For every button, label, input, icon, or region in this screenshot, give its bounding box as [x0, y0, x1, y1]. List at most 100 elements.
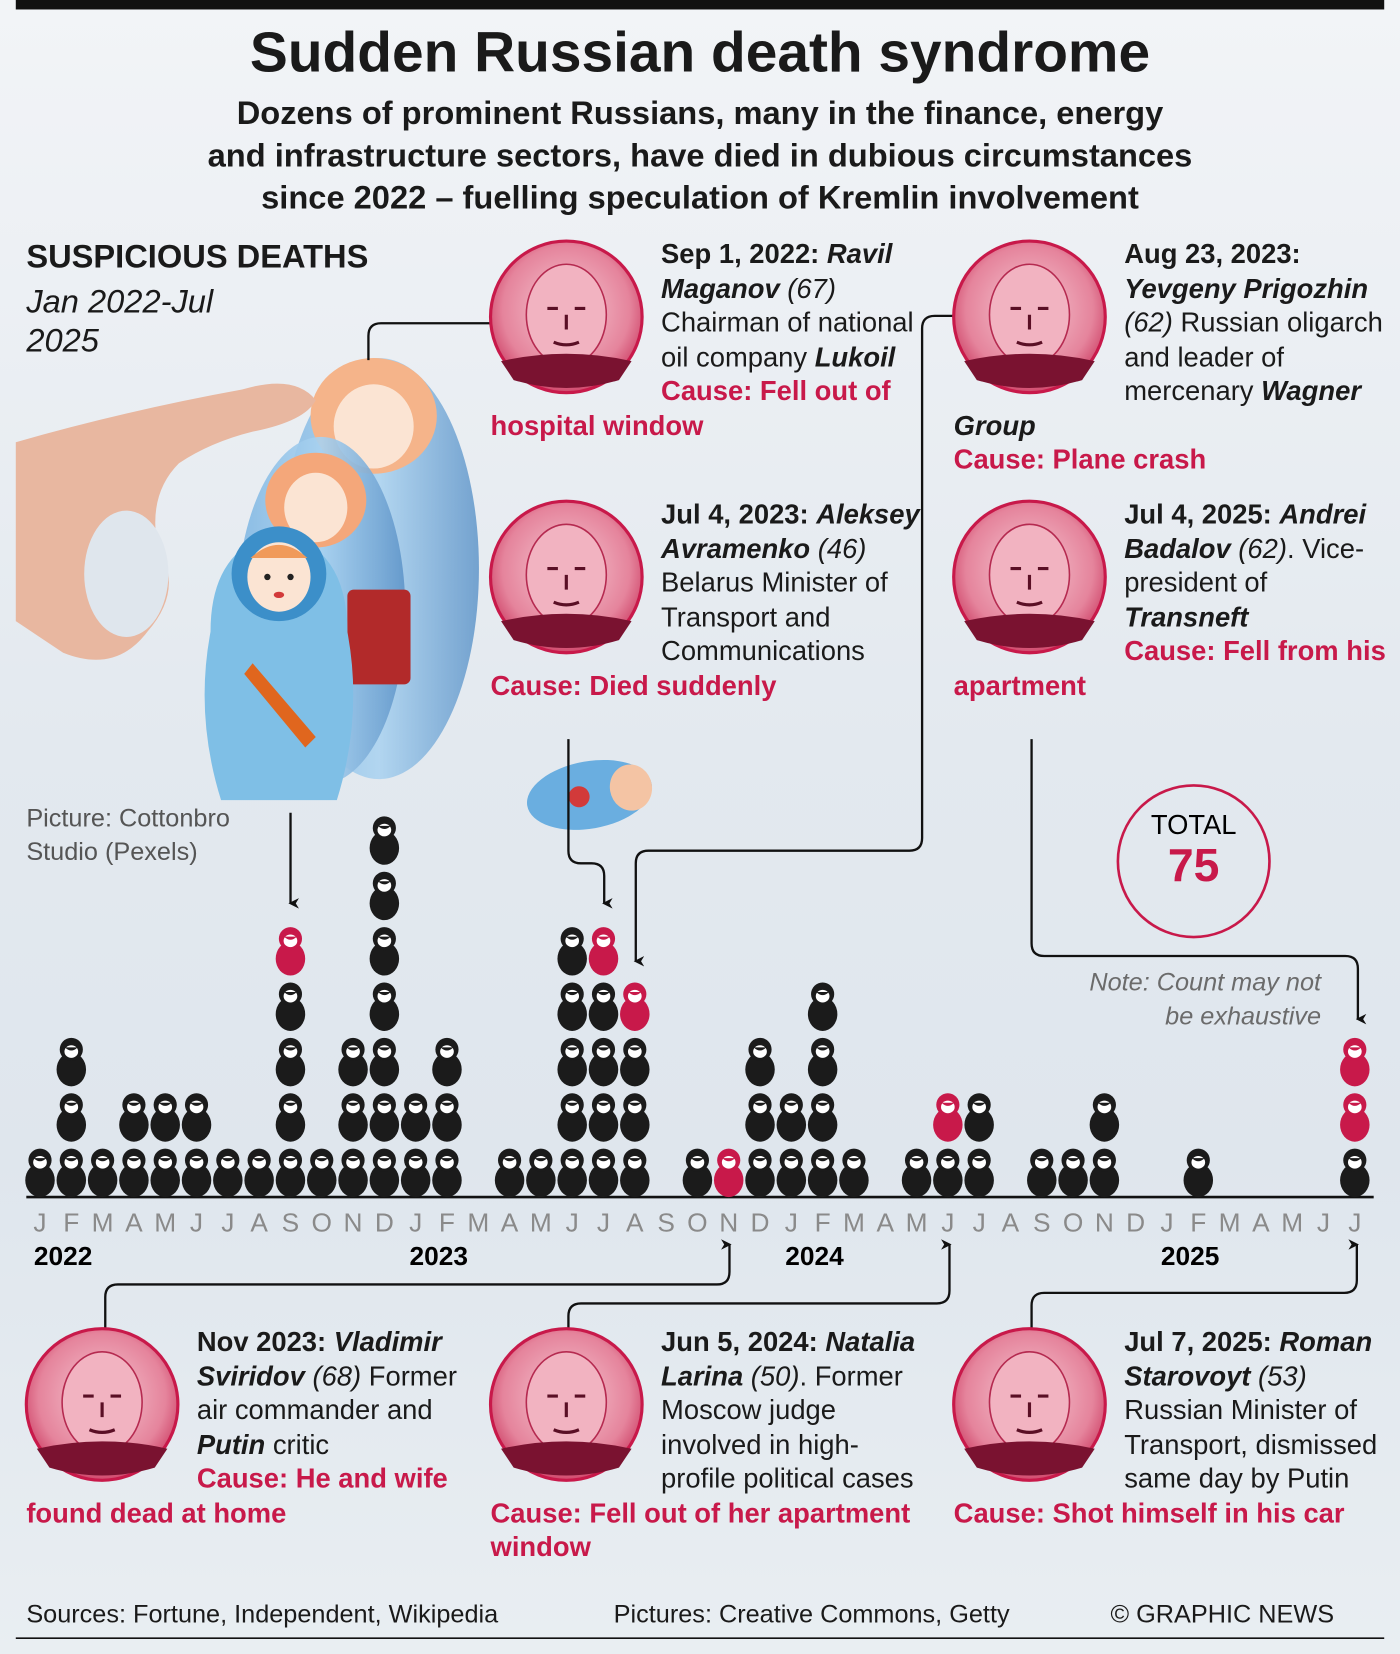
- doll-face: [941, 1156, 955, 1169]
- doll-face: [408, 1156, 423, 1169]
- doll-hair: [96, 1158, 109, 1162]
- month-label: J: [190, 1207, 203, 1237]
- doll-face: [565, 1045, 580, 1058]
- doll-face: [565, 934, 580, 948]
- doll-hair: [972, 1158, 986, 1162]
- doll-hair: [284, 991, 297, 996]
- doll-hair: [1098, 1158, 1111, 1162]
- profile-cause: Cause: Plane crash: [953, 443, 1207, 475]
- portrait: [952, 1327, 1107, 1482]
- doll-body: [745, 1108, 775, 1142]
- doll-hair: [503, 1158, 516, 1162]
- month-label: O: [1063, 1207, 1083, 1237]
- doll-face: [847, 1156, 861, 1169]
- profile-description: Belarus Minister of Transport and Commun…: [661, 566, 888, 667]
- month-label: J: [785, 1207, 798, 1237]
- profile-description: Putin: [196, 1428, 266, 1460]
- month-label: J: [566, 1207, 579, 1237]
- doll-hair: [158, 1158, 172, 1162]
- portrait: [952, 239, 1107, 395]
- doll-hair: [158, 1102, 172, 1106]
- doll-body: [776, 1163, 807, 1198]
- doll-hair: [847, 1158, 861, 1162]
- profile-name: Aleksey Avramenko: [661, 497, 920, 564]
- doll-hair: [346, 1047, 360, 1051]
- month-label: M: [843, 1207, 865, 1237]
- doll-face: [1347, 1100, 1362, 1114]
- doll-face: [377, 934, 392, 948]
- doll-hair: [816, 991, 829, 996]
- photo-space: [954, 1324, 1125, 1490]
- doll-face: [127, 1100, 141, 1114]
- doll-face: [440, 1045, 454, 1058]
- doll-hair: [33, 1158, 47, 1162]
- doll-body: [494, 1163, 525, 1198]
- doll-stack: [776, 1093, 807, 1198]
- doll-hair: [753, 1158, 767, 1162]
- portrait-features: [547, 566, 586, 607]
- doll-body: [1089, 1163, 1120, 1198]
- profile-cause: Cause: Fell out of her apartment window: [490, 1496, 911, 1563]
- profile-description: Russian Minister of Transport, dismissed…: [1124, 1393, 1378, 1494]
- doll-body: [338, 1108, 368, 1142]
- month-label: J: [973, 1207, 986, 1237]
- portrait-features: [547, 306, 586, 347]
- doll-stack: [933, 1093, 963, 1142]
- doll-face: [283, 1156, 298, 1169]
- doll-face: [565, 1156, 580, 1169]
- portrait-features: [1010, 566, 1049, 607]
- doll-body: [557, 941, 587, 976]
- doll-face: [377, 823, 392, 837]
- doll-face: [33, 1156, 47, 1169]
- picture-sources: Pictures: Creative Commons, Getty: [613, 1600, 1010, 1629]
- month-label: N: [1095, 1207, 1114, 1237]
- doll-face: [690, 1156, 705, 1169]
- doll-face: [815, 1156, 830, 1169]
- doll-body: [369, 1163, 400, 1198]
- doll-body: [776, 1108, 807, 1142]
- month-label: S: [1033, 1207, 1051, 1237]
- doll-body: [275, 1163, 306, 1198]
- doll-hair: [440, 1158, 454, 1162]
- doll-hair: [1348, 1102, 1362, 1106]
- doll-hair: [1035, 1158, 1049, 1162]
- doll-face: [440, 1100, 454, 1114]
- doll-body: [87, 1163, 118, 1198]
- doll-hair: [628, 991, 642, 996]
- doll-hair: [753, 1047, 767, 1051]
- doll-face: [95, 1156, 110, 1169]
- doll-hair: [127, 1158, 141, 1162]
- profile-description: . Former Moscow judge involved in high-p…: [661, 1359, 914, 1494]
- profile-name: Ravil Maganov: [661, 237, 893, 304]
- doll-body: [557, 1163, 587, 1198]
- doll-body: [181, 1108, 212, 1142]
- year-label: 2022: [34, 1241, 93, 1271]
- month-label: J: [941, 1207, 954, 1237]
- doll-face: [565, 989, 580, 1003]
- doll-body: [620, 1052, 650, 1087]
- doll-body: [369, 831, 400, 865]
- doll-body: [275, 941, 306, 976]
- doll-body: [244, 1163, 274, 1198]
- photo-space: [26, 1324, 197, 1490]
- month-label: A: [501, 1207, 519, 1237]
- doll-body: [807, 1163, 838, 1198]
- doll-body: [620, 1163, 650, 1198]
- doll-face: [64, 1100, 79, 1114]
- month-label: M: [92, 1207, 114, 1237]
- doll-face: [283, 1100, 298, 1114]
- profile-description: Lukoil: [814, 340, 896, 373]
- doll-stack: [620, 982, 650, 1031]
- doll-body: [119, 1163, 149, 1198]
- year-label: 2025: [1161, 1241, 1220, 1271]
- profile-cause: Cause: Fell from his apartment: [953, 634, 1386, 701]
- doll-face: [440, 1156, 454, 1169]
- doll-hair: [565, 1102, 579, 1106]
- doll-stack: [1089, 1093, 1120, 1198]
- doll-body: [1340, 1163, 1370, 1198]
- month-label: A: [876, 1207, 894, 1237]
- doll-body: [526, 1163, 556, 1198]
- doll-body: [1027, 1163, 1057, 1198]
- doll-stack: [807, 982, 838, 1198]
- doll-hair: [252, 1158, 266, 1162]
